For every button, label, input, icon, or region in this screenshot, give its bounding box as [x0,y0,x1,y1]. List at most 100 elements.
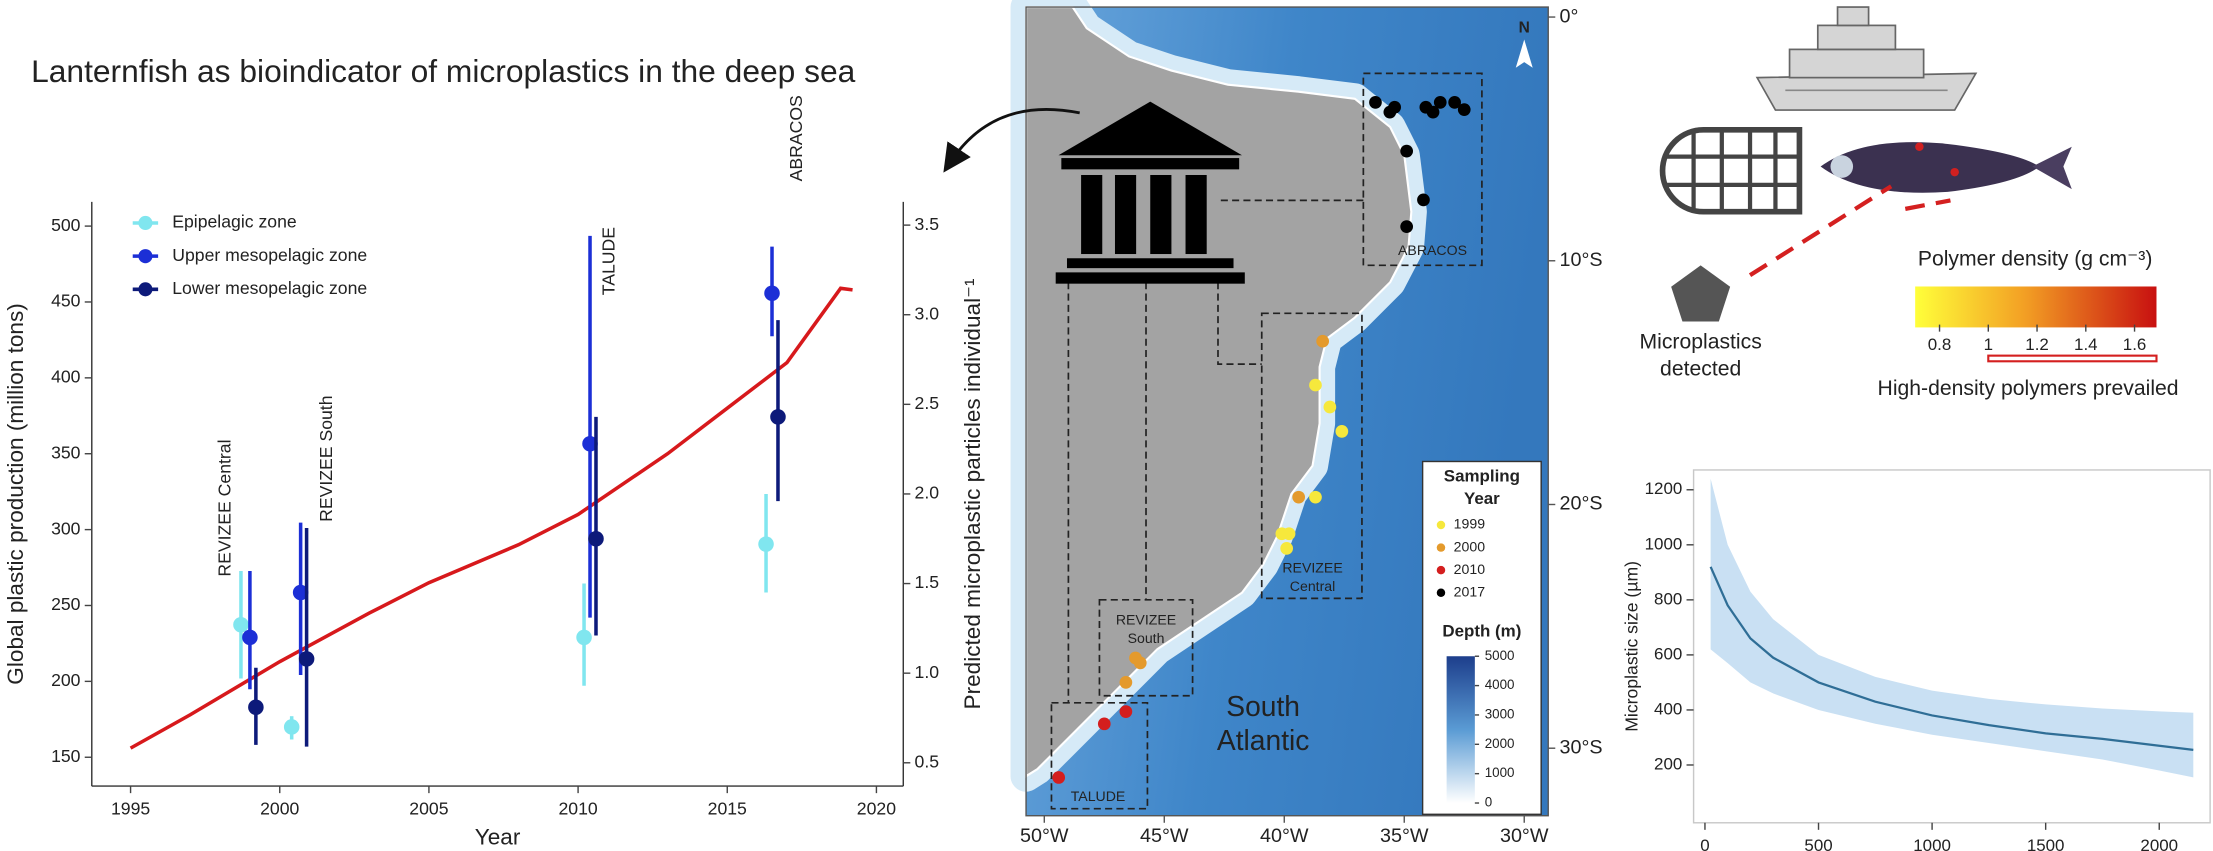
detected-label: detected [1660,357,1741,380]
ocean-label: Atlantic [1217,724,1310,756]
ocean-label: South [1226,690,1300,722]
y2-axis-label: Predicted microplastic particles individ… [960,278,985,710]
fish-particle [1915,142,1924,152]
y-tick-label: 1200 [1645,479,1683,498]
x-tick-label: 2005 [409,799,448,819]
polymer-tick-label: 0.8 [1928,335,1952,354]
page-title: Lanternfish as bioindicator of microplas… [31,53,856,89]
polymer-tick-label: 1.4 [2074,335,2098,354]
y-tick-label: 1000 [1645,534,1683,553]
region-box [1362,72,1483,267]
column [1150,174,1172,255]
x-axis-label: Year [475,824,521,849]
fish-eye [1830,155,1854,178]
roof [1058,101,1242,156]
curved-arrow [943,108,1080,173]
y-tick-label: 400 [1654,699,1682,718]
y-axis-label: Microplastic size (µm) [1622,561,1642,732]
sampling-point [1448,96,1461,109]
y2-tick-label: 0.5 [915,751,940,771]
data-point [283,719,300,735]
sampling-point [1400,220,1413,233]
y2-tick-label: 3.0 [915,303,940,323]
y2-tick-label: 1.0 [915,662,940,682]
fish-particle [1950,167,1959,177]
data-point [588,530,604,547]
data-point [582,436,598,452]
sampling-point [1400,144,1413,158]
dashed-connector [1748,184,1951,277]
colorbar-tick-label: 0 [1485,795,1492,810]
data-point [242,629,258,646]
x-tick-label: 500 [1804,836,1832,851]
high-density-range [1987,354,2158,363]
legend-marker [138,215,153,231]
lat-tick-label: 10°S [1560,249,1603,271]
net-icon [1659,127,1803,215]
net-mesh [1665,129,1800,212]
north-label: N [1519,19,1530,36]
column [1185,174,1207,255]
colorbar-tick-label: 5000 [1485,648,1515,663]
lat-tick-label: 30°S [1560,736,1603,758]
x-tick-label: 2020 [857,799,896,819]
x-tick-label: 2010 [558,799,597,819]
legend-marker [1436,520,1446,530]
sampling-point [1280,542,1294,555]
legend-label: 1999 [1454,516,1486,532]
x-tick-label: 0 [1700,836,1709,851]
y-tick-label: 400 [51,367,81,387]
bridge [1816,24,1897,51]
map-legend-box [1421,460,1542,816]
sampling-point [1119,676,1133,689]
y-tick-label: 600 [1654,644,1682,663]
annotation: TALUDE [598,227,618,295]
y-tick-label: 150 [51,746,81,766]
annotation: ABRACOS [786,95,806,181]
lon-tick-label: 35°W [1380,825,1429,847]
colorbar-tick-label: 4000 [1485,677,1515,692]
legend-marker [138,249,153,264]
data-point [233,617,249,633]
x-tick-label: 1995 [111,799,150,819]
legend-label: 2010 [1454,561,1486,577]
lon-tick-label: 40°W [1260,825,1309,847]
data-point [758,536,774,552]
step [1055,272,1245,284]
y2-tick-label: 2.0 [915,483,940,503]
sampling-point [1119,705,1133,719]
sampling-point [1292,490,1306,504]
sampling-point [1335,425,1349,438]
y-tick-label: 350 [51,442,81,462]
lon-tick-label: 45°W [1140,825,1189,847]
data-line [1709,566,2194,751]
legend-label: Lower mesopelagic zone [172,278,367,298]
region-box [1260,312,1363,600]
polymer-tick-label: 1 [1984,335,1993,354]
region-boxes [1050,72,1483,810]
lat-tick-label: 20°S [1560,493,1603,515]
plot-frame [1692,469,2211,824]
data-line [129,286,853,750]
region-label: Central [1290,578,1335,594]
mast [1836,6,1870,27]
sampling-point [1417,193,1430,207]
column [1114,174,1137,255]
legend-label: 2000 [1454,538,1486,554]
depth-colorbar [1446,656,1475,804]
sampling-point [1309,490,1322,504]
column [1081,174,1103,255]
sampling-point [1133,656,1147,670]
colorbar-tick-label: 3000 [1485,706,1515,721]
region-label: ABRACOS [1398,242,1467,258]
polymer-tick-label: 1.6 [2123,335,2147,354]
x-tick-label: 2015 [708,799,747,819]
y-tick-label: 200 [1654,754,1682,773]
y-tick-label: 450 [51,291,81,311]
data-point [576,629,592,646]
colorbar-title: Depth (m) [1442,622,1521,641]
data-point [764,285,780,301]
y-axis-label: Global plastic production (million tons) [3,303,28,685]
